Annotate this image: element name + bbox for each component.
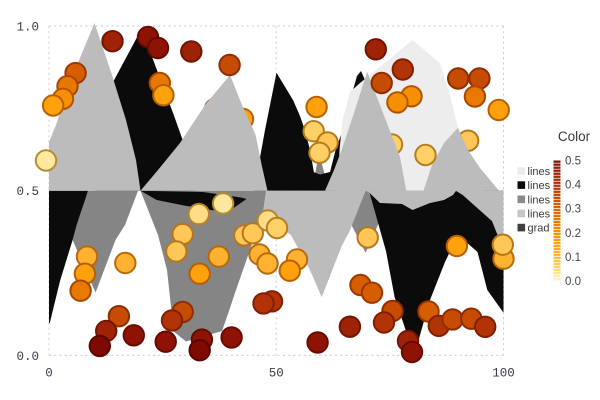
svg-text:50: 50 <box>269 367 284 381</box>
svg-text:0.3: 0.3 <box>565 204 581 216</box>
svg-text:0.0: 0.0 <box>565 276 581 288</box>
svg-text:1.0: 1.0 <box>16 21 39 35</box>
svg-text:lines: lines <box>528 209 551 221</box>
svg-text:0: 0 <box>45 367 53 381</box>
svg-text:0.0: 0.0 <box>16 350 39 364</box>
svg-text:lines: lines <box>528 180 551 192</box>
svg-text:grad: grad <box>528 223 550 235</box>
svg-text:Color: Color <box>558 129 591 144</box>
svg-text:0.1: 0.1 <box>565 252 581 264</box>
svg-text:100: 100 <box>492 367 515 381</box>
svg-text:lines: lines <box>528 166 551 178</box>
svg-text:0.5: 0.5 <box>16 185 39 199</box>
svg-text:lines: lines <box>528 194 551 206</box>
svg-text:0.4: 0.4 <box>565 180 582 192</box>
svg-text:0.2: 0.2 <box>565 228 581 240</box>
svg-text:0.5: 0.5 <box>565 156 581 168</box>
